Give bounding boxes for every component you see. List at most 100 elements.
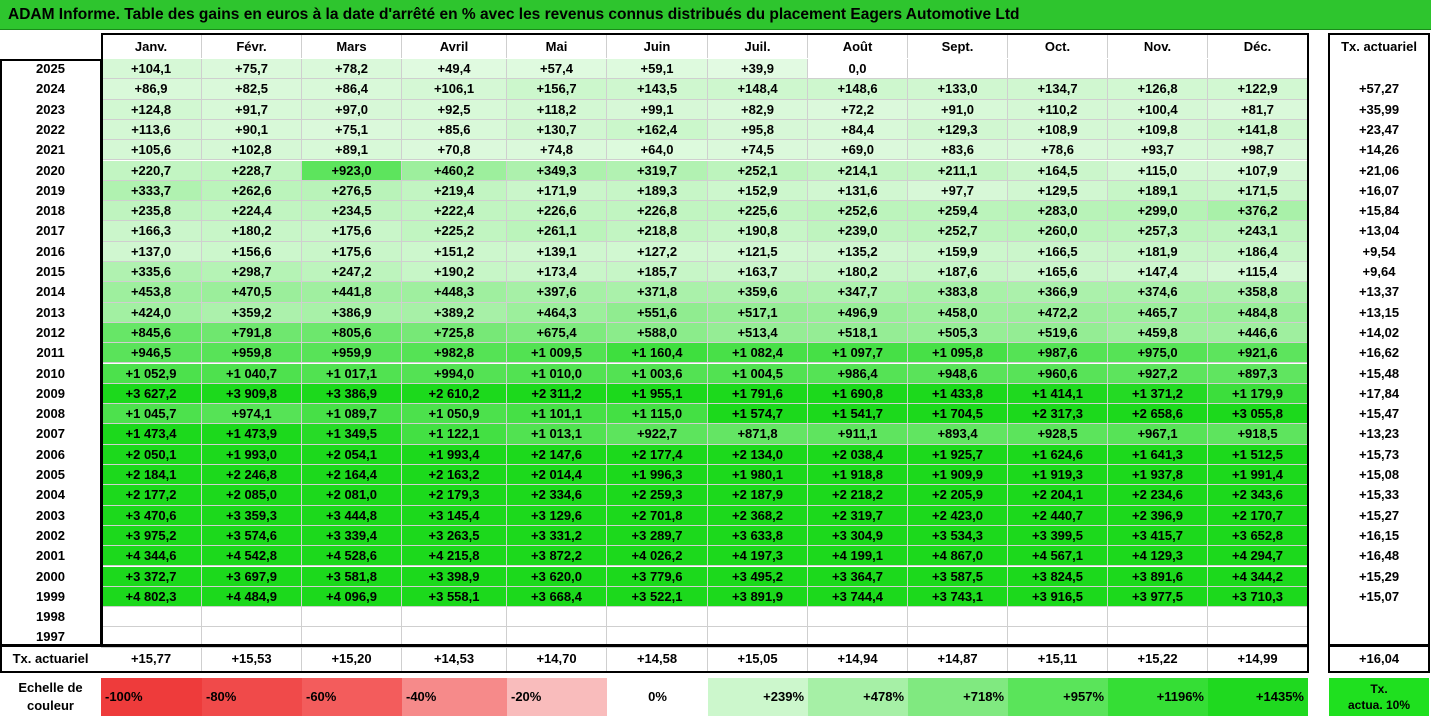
gain-cell: +805,6 xyxy=(302,322,402,344)
gain-cell: +441,8 xyxy=(302,282,402,303)
gain-cell: +90,1 xyxy=(202,119,302,141)
gain-cell: +105,6 xyxy=(101,140,202,161)
gain-cell: +1 512,5 xyxy=(1208,444,1308,465)
gain-cell: +115,0 xyxy=(1108,160,1208,181)
color-scale-step: -20% xyxy=(507,678,607,716)
gain-cell: +366,9 xyxy=(1008,282,1108,303)
gain-cell: +1 101,1 xyxy=(507,404,607,425)
month-header: Oct. xyxy=(1008,35,1108,58)
gain-cell: +262,6 xyxy=(202,180,302,202)
gain-cell: +95,8 xyxy=(708,119,808,141)
gain-cell: +1 004,5 xyxy=(708,363,808,384)
gain-cell: +3 652,8 xyxy=(1208,525,1308,547)
year-label: 2004 xyxy=(36,487,65,503)
gain-cell xyxy=(708,627,808,648)
gain-cell: +110,2 xyxy=(1008,99,1108,120)
year-label: 2015 xyxy=(36,264,65,279)
gain-cell: +2 147,6 xyxy=(507,444,607,465)
gain-cell: +2 081,0 xyxy=(302,485,402,506)
average-cell: +15,77 xyxy=(101,646,202,672)
year-label: 1998 xyxy=(36,609,65,625)
gain-cell: +92,5 xyxy=(402,99,507,120)
year-label: 2014 xyxy=(36,284,65,300)
year-label: 2006 xyxy=(36,446,65,462)
gain-cell: +3 977,5 xyxy=(1108,586,1208,608)
gain-cell: +4 528,6 xyxy=(302,546,402,567)
month-header: Sept. xyxy=(908,35,1008,58)
gain-cell: +2 179,3 xyxy=(402,485,507,506)
gain-cell: +226,8 xyxy=(607,201,708,222)
gain-cell: +3 386,9 xyxy=(302,383,402,405)
gain-cell: +69,0 xyxy=(808,140,908,161)
year-rate-cell: +21,06 xyxy=(1358,162,1400,178)
gain-cell: +1 050,9 xyxy=(402,404,507,425)
rate-legend-line2: actua. 10% xyxy=(1347,698,1411,712)
average-rate-cell: +16,04 xyxy=(1358,651,1400,666)
gain-cell: +151,2 xyxy=(402,241,507,262)
year-label: 2017 xyxy=(36,223,65,239)
color-scale-step: -80% xyxy=(202,678,302,716)
gain-cell: +465,7 xyxy=(1108,302,1208,323)
gain-cell: +276,5 xyxy=(302,180,402,202)
gain-cell xyxy=(607,627,708,648)
color-scale-label-line1: Echelle de xyxy=(18,680,83,695)
gain-cell xyxy=(808,607,908,628)
gain-cell: +2 014,4 xyxy=(507,465,607,486)
month-header: Août xyxy=(808,35,908,58)
gain-cell: +987,6 xyxy=(1008,343,1108,364)
year-rate-cell: +15,07 xyxy=(1358,588,1400,604)
gain-cell: +4 802,3 xyxy=(101,586,202,608)
gain-cell: +2 050,1 xyxy=(101,444,202,465)
color-scale-step: +478% xyxy=(808,678,908,716)
gain-cell: +1 473,4 xyxy=(101,424,202,445)
gain-cell: +3 398,9 xyxy=(402,566,507,587)
gain-cell: +234,5 xyxy=(302,201,402,222)
gain-cell: +257,3 xyxy=(1108,221,1208,242)
gain-cell: +74,5 xyxy=(708,140,808,161)
year-rate-cell xyxy=(1329,607,1429,627)
gain-cell: +214,1 xyxy=(808,160,908,181)
year-label: 2010 xyxy=(36,365,65,381)
gain-cell: +3 289,7 xyxy=(607,525,708,547)
gain-cell: +2 234,6 xyxy=(1108,485,1208,506)
year-rate-cell: +16,48 xyxy=(1358,548,1400,564)
gain-cell: +162,4 xyxy=(607,119,708,141)
gain-cell: +4 096,9 xyxy=(302,586,402,608)
gain-cell: +588,0 xyxy=(607,322,708,344)
gain-cell: +358,8 xyxy=(1208,282,1308,303)
gain-cell: +166,3 xyxy=(101,221,202,242)
gain-cell: +298,7 xyxy=(202,262,302,283)
year-label: 2012 xyxy=(36,324,65,340)
gain-cell: +135,2 xyxy=(808,241,908,262)
gain-cell: +975,0 xyxy=(1108,343,1208,364)
gain-cell: +3 129,6 xyxy=(507,505,607,526)
gain-cell: +1 115,0 xyxy=(607,404,708,425)
gain-cell: +64,0 xyxy=(607,140,708,161)
gain-cell: +57,4 xyxy=(507,59,607,80)
gain-cell: +2 246,8 xyxy=(202,465,302,486)
gain-cell: +218,8 xyxy=(607,221,708,242)
gain-cell: +156,6 xyxy=(202,241,302,262)
gain-cell: +3 668,4 xyxy=(507,586,607,608)
gain-cell: +2 440,7 xyxy=(1008,505,1108,526)
gain-cell: +126,8 xyxy=(1108,79,1208,100)
gain-cell: +283,0 xyxy=(1008,201,1108,222)
gain-cell: +3 891,9 xyxy=(708,586,808,608)
gain-cell: +4 199,1 xyxy=(808,546,908,567)
gain-cell: +3 145,4 xyxy=(402,505,507,526)
year-rate-cell: +9,64 xyxy=(1362,264,1396,279)
gain-cell: +75,7 xyxy=(202,59,302,80)
gain-cell: +189,1 xyxy=(1108,180,1208,202)
gain-cell: +186,4 xyxy=(1208,241,1308,262)
average-cell: +15,11 xyxy=(1008,646,1108,672)
gain-cell: +260,0 xyxy=(1008,221,1108,242)
gain-cell: +2 701,8 xyxy=(607,505,708,526)
year-rate-cell: +13,23 xyxy=(1358,426,1400,442)
gain-cell: +1 624,6 xyxy=(1008,444,1108,465)
gain-cell: +1 349,5 xyxy=(302,424,402,445)
gain-cell: +78,2 xyxy=(302,59,402,80)
gain-cell: +948,6 xyxy=(908,363,1008,384)
gain-cell: +129,3 xyxy=(908,119,1008,141)
gain-cell: +3 975,2 xyxy=(101,525,202,547)
gain-cell: +102,8 xyxy=(202,140,302,161)
